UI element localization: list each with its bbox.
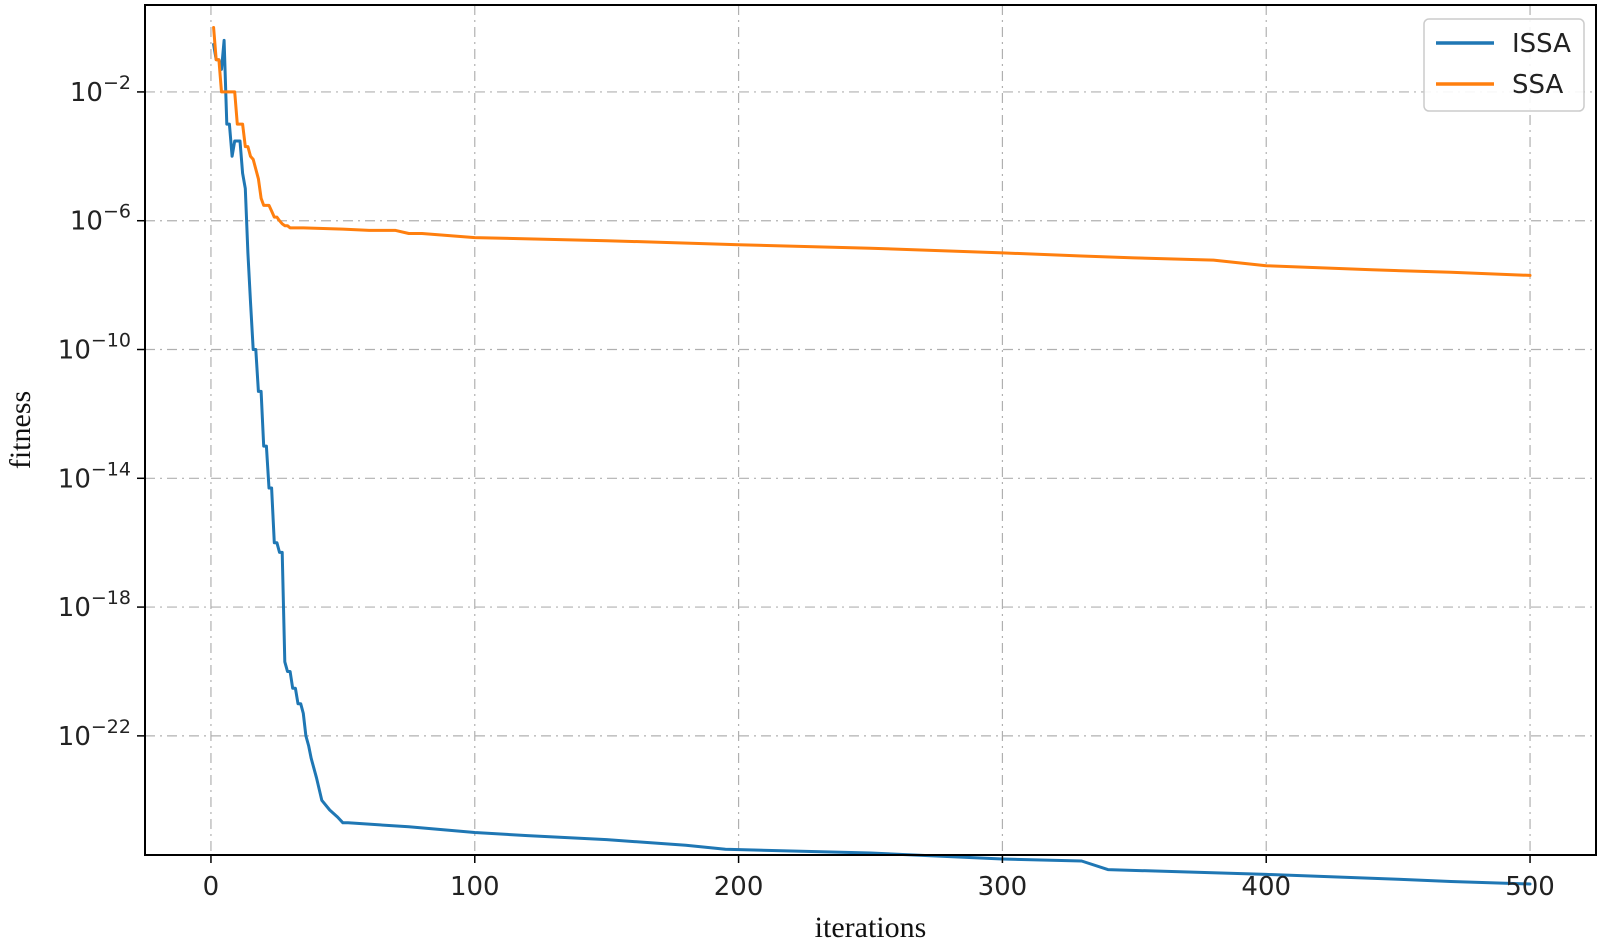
x-tick-label: 300 xyxy=(978,872,1028,902)
legend: ISSA SSA xyxy=(1423,18,1585,112)
series-lines xyxy=(212,26,1532,886)
y-axis-label: fitness xyxy=(4,391,37,469)
y-tick-label: 10−10 xyxy=(58,330,131,366)
x-tick-label: 400 xyxy=(1241,872,1291,902)
series-line-ssa xyxy=(212,26,1532,277)
x-axis-ticks: 0 100 200 300 400 500 xyxy=(203,855,1555,902)
y-tick-label: 10−18 xyxy=(58,587,131,623)
x-tick-label: 500 xyxy=(1505,872,1555,902)
y-tick-label: 10−14 xyxy=(58,458,131,494)
y-tick-label: 10−6 xyxy=(70,201,131,237)
y-tick-label: 10−2 xyxy=(70,72,131,108)
plot-frame xyxy=(144,4,1597,856)
grid-lines xyxy=(145,5,1596,855)
legend-label-ssa: SSA xyxy=(1512,70,1563,100)
legend-label-issa: ISSA xyxy=(1512,29,1571,59)
x-tick-label: 200 xyxy=(714,872,764,902)
x-tick-label: 0 xyxy=(203,872,220,902)
x-axis-label: iterations xyxy=(815,911,927,943)
series-line-issa xyxy=(212,38,1532,886)
y-tick-label: 10−22 xyxy=(58,716,131,752)
x-tick-label: 100 xyxy=(450,872,500,902)
y-axis-ticks: 10−2 10−6 10−10 10−14 10−18 10−22 xyxy=(58,72,145,752)
